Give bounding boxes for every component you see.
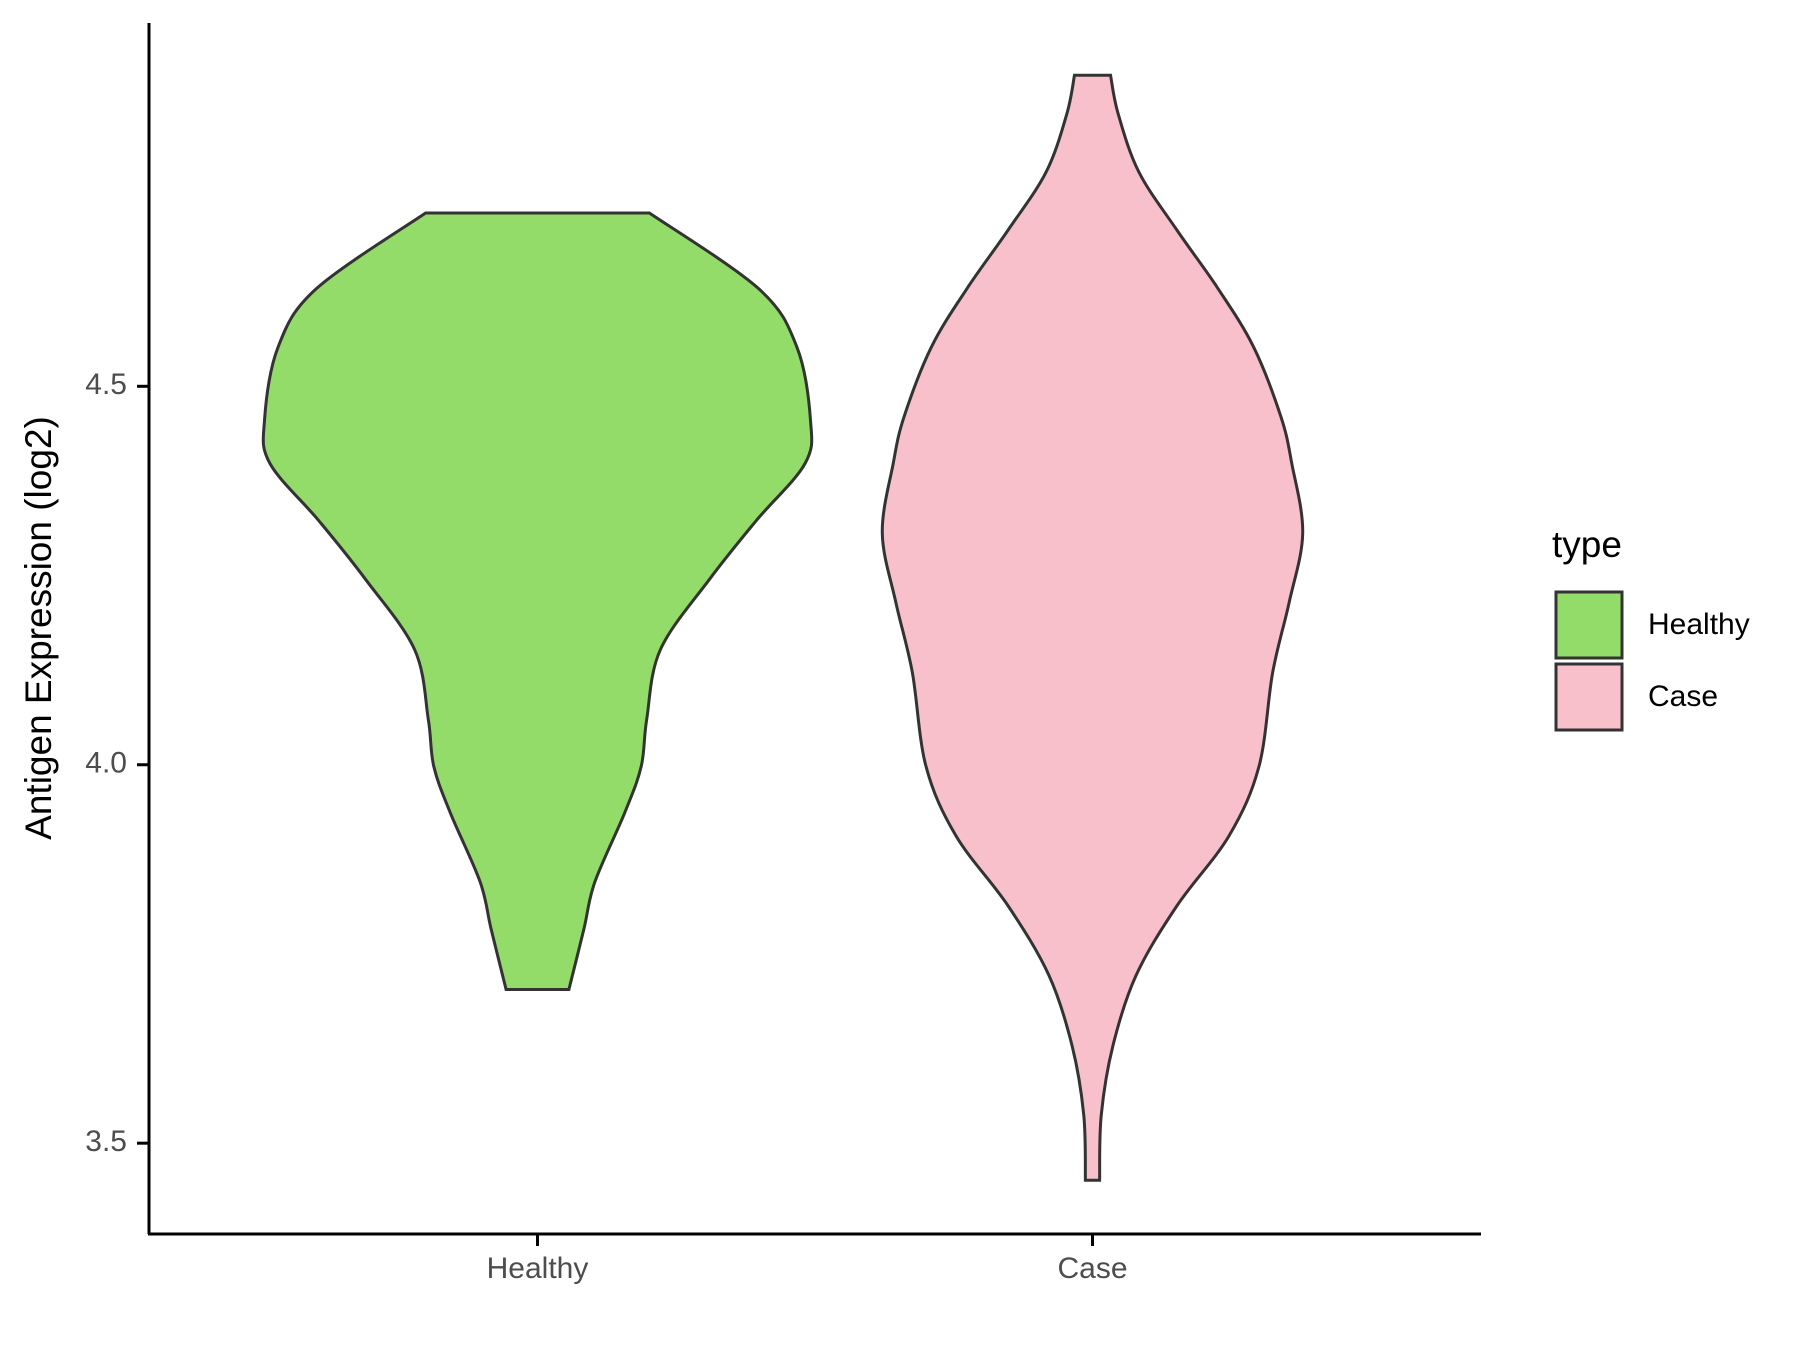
violin	[261, 211, 814, 992]
y-tick-label: 3.5	[85, 1125, 127, 1158]
legend-label: Healthy	[1648, 608, 1750, 641]
y-axis-title: Antigen Expression (log2)	[18, 416, 59, 840]
x-tick-label: Healthy	[487, 1252, 589, 1285]
y-tick-label: 4.5	[85, 368, 127, 401]
x-tick-label: Case	[1057, 1252, 1127, 1285]
legend-key	[1554, 590, 1624, 660]
violin	[880, 73, 1305, 1182]
legend-title: type	[1552, 524, 1622, 565]
legend-key	[1554, 662, 1624, 732]
y-tick-label: 4.0	[85, 747, 127, 780]
legend-label: Case	[1648, 680, 1718, 713]
